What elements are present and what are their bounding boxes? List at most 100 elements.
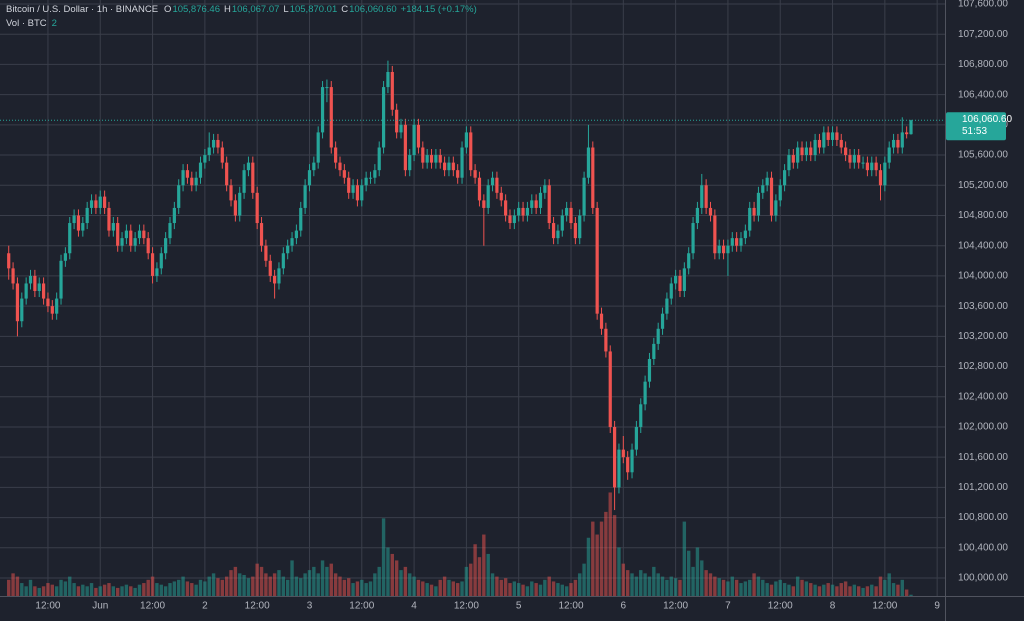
volume-bar: [708, 573, 713, 596]
volume-bar: [429, 584, 434, 596]
candle-body: [268, 260, 272, 276]
volume-bar: [578, 573, 582, 596]
volume-bar: [691, 566, 695, 596]
candle-body: [560, 215, 564, 231]
x-tick-label: 3: [307, 601, 313, 612]
candle-body: [464, 132, 468, 148]
candle-body: [368, 177, 373, 179]
volume-bar: [870, 584, 874, 596]
candle-body: [255, 192, 259, 224]
volume-bar: [861, 587, 865, 596]
volume-bar: [342, 579, 347, 596]
volume-bar: [320, 560, 325, 596]
candle-body: [98, 196, 102, 208]
candle-body: [76, 215, 81, 231]
volume-bar: [11, 573, 15, 596]
candle-body: [791, 155, 795, 163]
volume-bar: [294, 576, 299, 596]
high: 106,067.07: [231, 4, 280, 15]
volume-bar: [800, 579, 804, 596]
candle-body: [89, 200, 94, 208]
candle-body: [909, 120, 913, 135]
volume-bar: [512, 581, 517, 596]
volume-bar: [582, 563, 586, 596]
volume-bar: [896, 584, 900, 596]
volume-bar: [412, 576, 416, 596]
candle-body: [85, 207, 89, 224]
candle-body: [674, 275, 678, 284]
volume-bar: [347, 578, 351, 596]
x-tick-label: 12:00: [454, 601, 479, 612]
candle-body: [342, 170, 346, 178]
candle-body: [883, 162, 887, 186]
volume-bar: [595, 534, 599, 596]
candle-body: [320, 87, 325, 133]
candle-body: [717, 245, 721, 254]
volume-bar: [669, 576, 673, 596]
volume-bar: [124, 584, 129, 596]
candle-body: [639, 404, 643, 427]
volume-bar: [177, 579, 181, 596]
candle-body: [787, 155, 791, 171]
candle-body: [547, 185, 551, 224]
candle-body: [726, 245, 730, 254]
volume-bar: [682, 521, 687, 596]
candle-body: [530, 200, 534, 208]
candle-body: [7, 253, 11, 269]
volume-bar: [643, 573, 647, 596]
candle-body: [656, 328, 660, 344]
candle-body: [499, 192, 503, 201]
candle-body: [412, 124, 416, 156]
candle-body: [891, 139, 896, 148]
volume-bar: [442, 576, 447, 596]
candle-body: [626, 457, 630, 473]
candle-body: [582, 177, 586, 216]
volume-bar: [333, 573, 338, 596]
candle-body: [185, 170, 190, 178]
candle-body: [37, 283, 41, 292]
volume-bar: [216, 578, 220, 596]
candle-body: [682, 268, 686, 292]
candle-body: [839, 139, 843, 148]
volume-bar: [560, 584, 564, 596]
volume-bar: [54, 586, 59, 596]
candle-body: [543, 185, 547, 193]
volume-bar: [739, 583, 743, 596]
candle-body: [281, 253, 285, 269]
volume-bar: [285, 579, 290, 596]
candle-body: [634, 426, 638, 450]
volume-bar: [72, 583, 76, 596]
candle-body: [107, 207, 111, 231]
volume-bar: [425, 583, 429, 596]
volume-bar: [477, 557, 482, 596]
volume-bar: [20, 583, 24, 596]
candle-body: [251, 162, 255, 193]
candle-body: [386, 71, 390, 88]
candle-body: [46, 298, 50, 307]
volume-bar: [211, 573, 216, 596]
volume-bar: [264, 573, 268, 596]
candle-body: [761, 185, 765, 193]
volume-bar: [874, 586, 878, 596]
volume-row: Vol · BTC 2: [6, 17, 481, 31]
volume-bar: [761, 579, 765, 596]
volume-bar: [142, 583, 146, 596]
volume-bar: [482, 534, 486, 596]
volume-bar: [843, 581, 848, 596]
candle-body: [591, 147, 595, 208]
volume-bar: [59, 579, 63, 596]
volume-bar: [782, 583, 787, 596]
volume-bar: [364, 583, 368, 596]
volume-bar: [329, 563, 333, 596]
candle-body: [460, 147, 464, 178]
y-tick-label: 100,800.00: [958, 512, 1008, 523]
candle-body: [599, 313, 604, 329]
volume-bar: [503, 578, 508, 596]
volume-bar: [194, 584, 198, 596]
candle-body: [216, 139, 220, 148]
volume-bar: [129, 586, 133, 596]
volume-bar: [207, 576, 211, 596]
volume-bar: [839, 583, 843, 596]
x-tick-label: 12:00: [140, 601, 165, 612]
candle-body: [844, 147, 848, 156]
